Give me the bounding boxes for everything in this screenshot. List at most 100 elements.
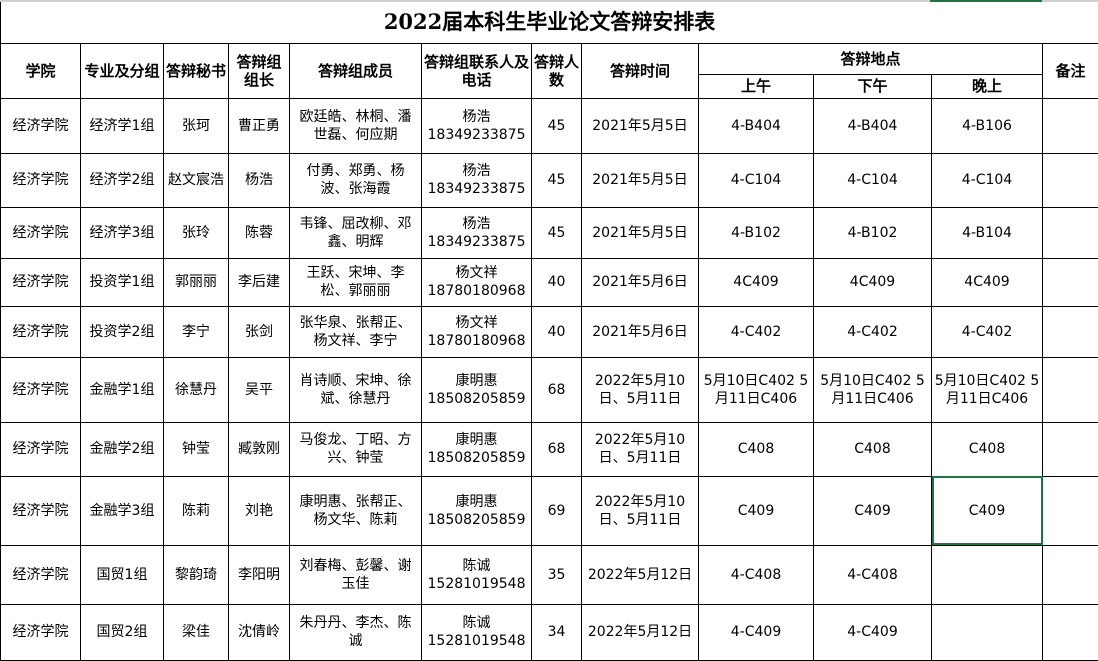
afternoon-location-cell[interactable]: C409 (814, 476, 932, 545)
evening-location-cell[interactable]: 4-C402 (932, 306, 1043, 357)
members-cell[interactable]: 刘春梅、彭馨、谢玉佳 (290, 545, 422, 604)
secretary-cell[interactable]: 李宁 (164, 306, 229, 357)
members-cell[interactable]: 康明惠、张帮正、杨文华、陈莉 (290, 476, 422, 545)
fill-handle[interactable] (1040, 543, 1043, 546)
header-college[interactable]: 学院 (1, 43, 81, 98)
members-cell[interactable]: 欧廷皓、林桐、潘世磊、何应期 (290, 98, 422, 153)
count-cell[interactable]: 40 (532, 306, 582, 357)
group-cell[interactable]: 国贸1组 (81, 545, 164, 604)
time-cell[interactable]: 2021年5月6日 (582, 306, 699, 357)
members-cell[interactable]: 肖诗顺、宋坤、徐斌、徐慧丹 (290, 357, 422, 422)
header-afternoon[interactable]: 下午 (814, 74, 932, 98)
group-cell[interactable]: 经济学3组 (81, 207, 164, 258)
secretary-cell[interactable]: 黎韵琦 (164, 545, 229, 604)
time-cell[interactable]: 2022年5月10日、5月11日 (582, 357, 699, 422)
afternoon-location-cell[interactable]: 4-B102 (814, 207, 932, 258)
secretary-cell[interactable]: 钟莹 (164, 422, 229, 476)
members-cell[interactable]: 朱丹丹、李杰、陈 诚 (290, 604, 422, 660)
members-cell[interactable]: 付勇、郑勇、杨波、张海霞 (290, 153, 422, 207)
afternoon-location-cell[interactable]: C408 (814, 422, 932, 476)
morning-location-cell[interactable]: 4-C408 (699, 545, 814, 604)
remarks-cell[interactable] (1043, 98, 1098, 153)
college-cell[interactable]: 经济学院 (1, 98, 81, 153)
time-cell[interactable]: 2021年5月6日 (582, 258, 699, 306)
time-cell[interactable]: 2022年5月12日 (582, 604, 699, 660)
header-major-group[interactable]: 专业及分组 (81, 43, 164, 98)
afternoon-location-cell[interactable]: 4-C409 (814, 604, 932, 660)
secretary-cell[interactable]: 徐慧丹 (164, 357, 229, 422)
leader-cell[interactable]: 刘艳 (229, 476, 290, 545)
group-cell[interactable]: 投资学1组 (81, 258, 164, 306)
header-time[interactable]: 答辩时间 (582, 43, 699, 98)
evening-location-cell[interactable]: 4-C104 (932, 153, 1043, 207)
header-location[interactable]: 答辩地点 (699, 43, 1043, 74)
evening-location-cell[interactable]: 4-B104 (932, 207, 1043, 258)
afternoon-location-cell[interactable]: 4-C402 (814, 306, 932, 357)
time-cell[interactable]: 2022年5月10日、5月11日 (582, 422, 699, 476)
remarks-cell[interactable] (1043, 476, 1098, 545)
time-cell[interactable]: 2021年5月5日 (582, 98, 699, 153)
secretary-cell[interactable]: 赵文宸浩 (164, 153, 229, 207)
members-cell[interactable]: 王跃、宋坤、李松、郭丽丽 (290, 258, 422, 306)
morning-location-cell[interactable]: 4-C402 (699, 306, 814, 357)
remarks-cell[interactable] (1043, 258, 1098, 306)
college-cell[interactable]: 经济学院 (1, 357, 81, 422)
group-cell[interactable]: 国贸2组 (81, 604, 164, 660)
header-count[interactable]: 答辩人数 (532, 43, 582, 98)
group-cell[interactable]: 金融学1组 (81, 357, 164, 422)
leader-cell[interactable]: 李阳明 (229, 545, 290, 604)
time-cell[interactable]: 2021年5月5日 (582, 207, 699, 258)
evening-location-cell[interactable]: 4-B106 (932, 98, 1043, 153)
count-cell[interactable]: 35 (532, 545, 582, 604)
count-cell[interactable]: 68 (532, 357, 582, 422)
evening-location-cell[interactable] (932, 604, 1043, 660)
secretary-cell[interactable]: 张珂 (164, 98, 229, 153)
college-cell[interactable]: 经济学院 (1, 476, 81, 545)
evening-location-cell[interactable] (932, 545, 1043, 604)
morning-location-cell[interactable]: 4-B102 (699, 207, 814, 258)
members-cell[interactable]: 张华泉、张帮正、杨文祥、李宁 (290, 306, 422, 357)
count-cell[interactable]: 45 (532, 207, 582, 258)
leader-cell[interactable]: 臧敦刚 (229, 422, 290, 476)
afternoon-location-cell[interactable]: 4-C408 (814, 545, 932, 604)
leader-cell[interactable]: 李后建 (229, 258, 290, 306)
college-cell[interactable]: 经济学院 (1, 258, 81, 306)
group-cell[interactable]: 经济学1组 (81, 98, 164, 153)
college-cell[interactable]: 经济学院 (1, 422, 81, 476)
count-cell[interactable]: 68 (532, 422, 582, 476)
morning-location-cell[interactable]: C409 (699, 476, 814, 545)
secretary-cell[interactable]: 陈莉 (164, 476, 229, 545)
leader-cell[interactable]: 吴平 (229, 357, 290, 422)
college-cell[interactable]: 经济学院 (1, 207, 81, 258)
evening-location-cell[interactable]: 5月10日C402 5月11日C406 (932, 357, 1043, 422)
afternoon-location-cell[interactable]: 4-C104 (814, 153, 932, 207)
remarks-cell[interactable] (1043, 357, 1098, 422)
remarks-cell[interactable] (1043, 306, 1098, 357)
count-cell[interactable]: 45 (532, 153, 582, 207)
secretary-cell[interactable]: 梁佳 (164, 604, 229, 660)
college-cell[interactable]: 经济学院 (1, 306, 81, 357)
header-remarks[interactable]: 备注 (1043, 43, 1098, 98)
members-cell[interactable]: 马俊龙、丁昭、方兴、钟莹 (290, 422, 422, 476)
remarks-cell[interactable] (1043, 207, 1098, 258)
morning-location-cell[interactable]: 5月10日C402 5月11日C406 (699, 357, 814, 422)
group-cell[interactable]: 金融学3组 (81, 476, 164, 545)
header-secretary[interactable]: 答辩秘书 (164, 43, 229, 98)
leader-cell[interactable]: 张剑 (229, 306, 290, 357)
secretary-cell[interactable]: 张玲 (164, 207, 229, 258)
afternoon-location-cell[interactable]: 5月10日C402 5月11日C406 (814, 357, 932, 422)
remarks-cell[interactable] (1043, 545, 1098, 604)
leader-cell[interactable]: 曹正勇 (229, 98, 290, 153)
secretary-cell[interactable]: 郭丽丽 (164, 258, 229, 306)
leader-cell[interactable]: 沈倩岭 (229, 604, 290, 660)
afternoon-location-cell[interactable]: 4C409 (814, 258, 932, 306)
evening-location-cell[interactable]: 4C409 (932, 258, 1043, 306)
leader-cell[interactable]: 陈蓉 (229, 207, 290, 258)
